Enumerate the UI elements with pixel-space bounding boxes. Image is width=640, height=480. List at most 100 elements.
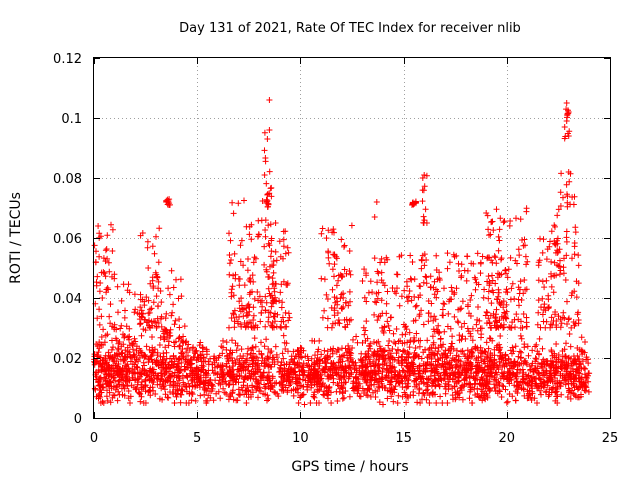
data-point xyxy=(585,370,592,377)
data-point xyxy=(264,373,271,380)
data-point xyxy=(388,374,395,381)
data-point xyxy=(292,378,299,385)
data-point xyxy=(126,377,133,384)
data-point xyxy=(97,354,104,361)
data-point xyxy=(396,373,403,380)
data-point xyxy=(428,361,435,367)
data-point xyxy=(353,385,360,392)
data-point xyxy=(313,400,320,406)
data-point xyxy=(421,172,428,178)
data-point xyxy=(314,368,321,375)
data-point xyxy=(220,337,226,344)
data-point xyxy=(163,355,170,362)
data-point xyxy=(380,365,387,372)
data-point xyxy=(516,348,523,355)
data-point xyxy=(384,318,391,325)
data-point xyxy=(563,228,570,235)
data-point xyxy=(364,371,371,378)
data-point xyxy=(451,313,458,320)
data-point xyxy=(504,398,511,405)
data-point xyxy=(459,298,466,305)
data-point xyxy=(144,244,151,251)
data-point xyxy=(262,391,269,398)
data-point xyxy=(434,370,441,377)
data-point xyxy=(578,348,585,355)
data-point xyxy=(376,399,383,406)
data-point xyxy=(506,391,513,397)
data-point xyxy=(384,395,391,402)
data-point xyxy=(340,290,347,297)
data-point xyxy=(419,198,426,205)
data-point xyxy=(540,356,547,363)
data-point xyxy=(491,253,498,260)
data-point xyxy=(452,356,459,363)
data-point xyxy=(488,300,495,307)
data-point xyxy=(174,390,181,397)
data-point xyxy=(581,371,588,378)
data-point xyxy=(109,394,116,401)
data-point xyxy=(399,393,406,400)
data-point xyxy=(483,391,490,397)
data-point xyxy=(176,383,183,390)
data-point xyxy=(497,362,503,369)
data-point xyxy=(517,278,524,285)
data-point xyxy=(563,181,570,188)
data-point xyxy=(346,268,353,274)
data-point xyxy=(422,362,429,369)
data-point xyxy=(520,379,527,386)
data-point xyxy=(102,332,109,339)
data-point xyxy=(362,327,369,334)
data-point xyxy=(152,391,159,397)
data-point xyxy=(127,400,133,406)
data-point xyxy=(170,382,177,389)
data-point xyxy=(526,363,533,370)
data-point xyxy=(418,265,425,272)
data-point xyxy=(108,346,115,353)
data-point xyxy=(350,359,357,366)
data-point xyxy=(509,344,516,351)
data-point xyxy=(135,389,142,396)
data-point xyxy=(346,364,353,371)
data-point xyxy=(549,362,555,368)
y-tick-label: 0.02 xyxy=(53,352,82,367)
data-point xyxy=(329,372,336,379)
data-point xyxy=(296,359,303,366)
data-point xyxy=(131,335,138,342)
data-point xyxy=(261,147,268,154)
data-point xyxy=(266,168,273,175)
data-point xyxy=(495,247,502,254)
data-point xyxy=(361,294,368,301)
data-point xyxy=(490,227,497,234)
data-point xyxy=(367,278,374,285)
data-point xyxy=(437,393,444,400)
data-point xyxy=(214,370,221,377)
data-point xyxy=(449,355,456,361)
data-point xyxy=(543,277,550,284)
data-point xyxy=(476,380,483,387)
data-point xyxy=(518,335,525,342)
data-point xyxy=(437,335,444,342)
data-point xyxy=(530,373,536,380)
y-axis-tick-labels: 0 0.02 0.04 0.06 0.08 0.1 0.12 xyxy=(53,52,82,427)
data-point xyxy=(413,302,420,309)
data-point xyxy=(330,360,336,367)
data-point xyxy=(268,303,275,310)
data-point xyxy=(386,327,393,334)
data-point xyxy=(188,377,195,384)
data-point xyxy=(147,384,154,391)
data-point xyxy=(145,265,152,271)
data-point xyxy=(390,398,397,405)
data-point xyxy=(102,375,109,382)
data-point xyxy=(516,361,523,368)
data-point xyxy=(268,384,275,390)
data-point xyxy=(98,269,105,276)
data-point xyxy=(109,273,115,280)
data-point xyxy=(258,351,265,358)
data-point xyxy=(563,118,570,124)
data-point xyxy=(231,250,238,257)
data-point xyxy=(331,361,338,368)
data-point xyxy=(245,374,252,381)
data-point xyxy=(419,396,425,403)
data-point xyxy=(264,136,271,142)
data-point xyxy=(316,337,323,344)
